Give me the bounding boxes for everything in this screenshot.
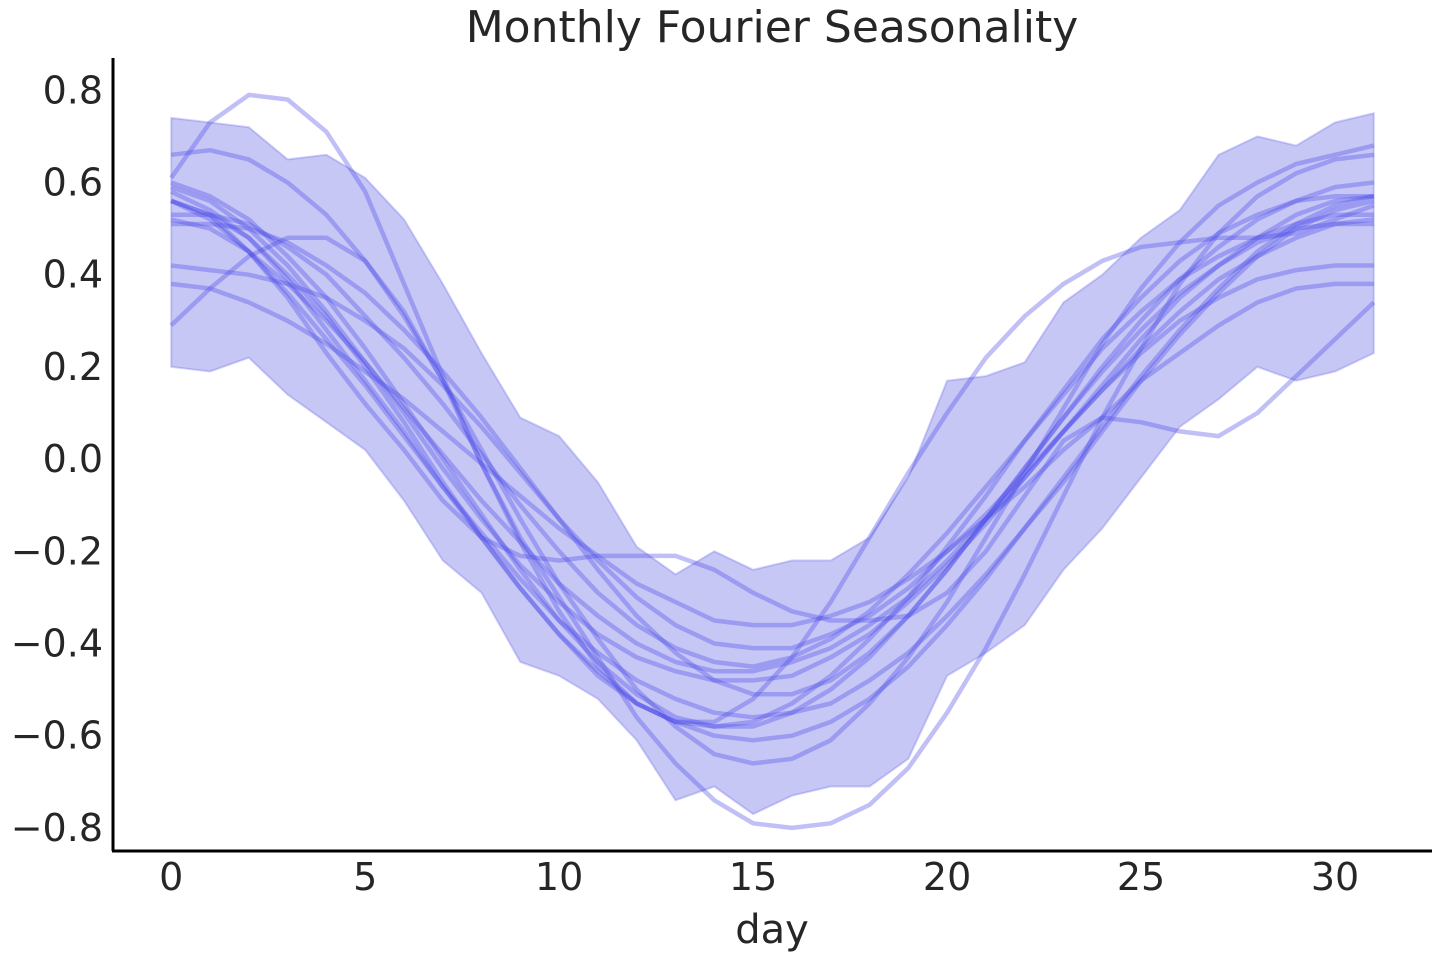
y-tick-label: 0.2 — [43, 345, 103, 389]
y-tick-label: −0.6 — [11, 714, 103, 758]
chart-title: Monthly Fourier Seasonality — [466, 2, 1079, 53]
series-line-13 — [170, 217, 1375, 674]
series-layer — [169, 92, 1376, 831]
series-line-14 — [170, 180, 1375, 729]
y-tick-label: −0.8 — [11, 806, 103, 850]
y-tick-label: 0.8 — [43, 68, 103, 112]
x-tick-label: 25 — [1117, 855, 1165, 899]
confidence-band — [170, 112, 1375, 816]
y-tick-label: 0.6 — [43, 161, 103, 205]
series-line-3 — [170, 184, 1375, 683]
x-tick-label: 0 — [159, 855, 183, 899]
y-tick-label: 0.0 — [43, 437, 103, 481]
y-tick-label: 0.4 — [43, 253, 103, 297]
series-line-8 — [170, 281, 1374, 628]
x-tick-label: 10 — [535, 855, 583, 899]
series-line-4 — [170, 198, 1375, 720]
x-tick-label: 30 — [1311, 855, 1359, 899]
series-line-9 — [170, 194, 1374, 729]
y-tick-labels: 0.8 0.6 0.4 0.2 0.0 −0.2 −0.4 −0.6 −0.8 — [11, 68, 103, 850]
series-line-2 — [170, 143, 1375, 766]
series-line-11 — [170, 198, 1376, 623]
series-line-1 — [169, 92, 1375, 831]
axes — [111, 58, 1432, 853]
series-line-5 — [171, 212, 1374, 669]
x-tick-labels: 0 5 10 15 20 25 30 — [159, 855, 1359, 899]
confidence-band-layer — [170, 112, 1375, 816]
x-tick-label: 20 — [923, 855, 971, 899]
series-line-6 — [171, 221, 1374, 697]
series-line-12 — [170, 189, 1375, 743]
x-axis-label: day — [735, 907, 809, 953]
series-line-10 — [169, 203, 1375, 725]
x-tick-label: 5 — [353, 855, 377, 899]
y-tick-label: −0.2 — [11, 529, 103, 573]
series-line-7 — [170, 263, 1374, 651]
y-tick-label: −0.4 — [11, 622, 103, 666]
x-tick-label: 15 — [729, 855, 777, 899]
